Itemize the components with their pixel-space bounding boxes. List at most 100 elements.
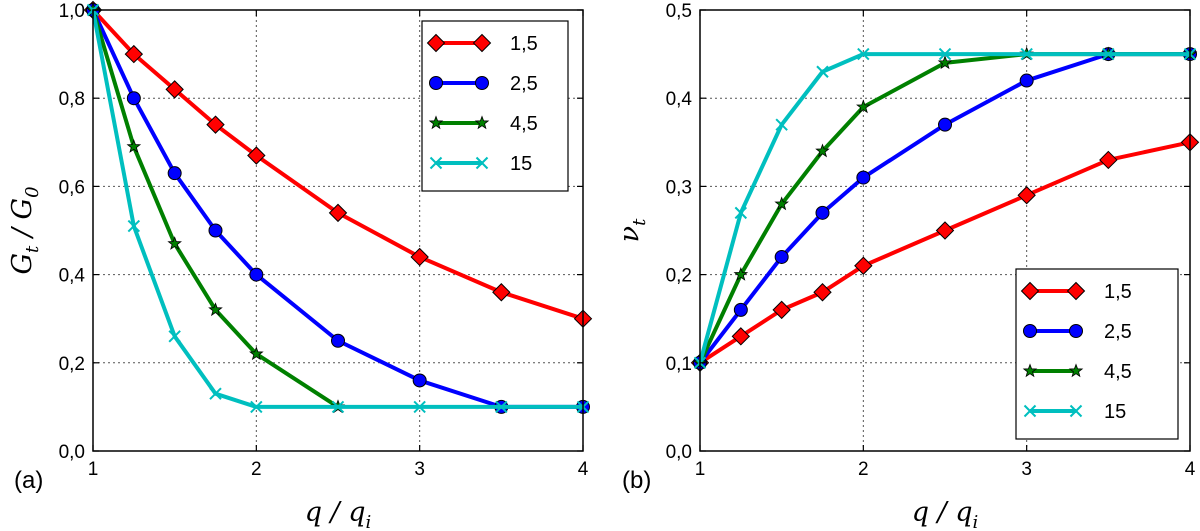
y-tick-label: 1,0: [59, 1, 85, 22]
series-4-5: [85, 2, 346, 414]
data-point: [412, 373, 427, 388]
data-point: [815, 143, 830, 158]
legend-marker: [474, 115, 490, 130]
legend-label: 2,5: [1104, 321, 1132, 343]
y-tick-label: 0,8: [59, 89, 85, 110]
y-tick-label: 0,5: [666, 1, 692, 22]
series-15: [86, 3, 590, 414]
x-axis-label: q / qi: [912, 497, 979, 531]
data-point: [168, 330, 181, 343]
legend-marker: [475, 156, 489, 170]
data-point: [774, 249, 789, 264]
series-line: [91, 9, 340, 409]
data-point: [167, 166, 182, 181]
x-tick-label: 1: [88, 459, 99, 480]
legend: 1,5 2,5 4,5 15: [421, 20, 569, 192]
legend-marker: [428, 115, 444, 130]
y-tick-label: 0,6: [59, 177, 85, 198]
data-point: [1102, 47, 1115, 61]
y-tick-label: 0,2: [59, 354, 85, 375]
data-point: [126, 139, 142, 153]
legend-box: [1015, 268, 1179, 440]
legend-label: 4,5: [1104, 361, 1132, 383]
x-axis-label: q / qi: [305, 497, 372, 531]
data-point: [816, 65, 829, 78]
data-point: [126, 91, 141, 106]
legend-marker: [475, 76, 489, 90]
legend-label: 1,5: [510, 33, 538, 55]
data-point: [734, 206, 748, 220]
data-point: [938, 47, 952, 61]
legend-marker: [1069, 404, 1083, 418]
data-point: [772, 300, 791, 320]
legend-marker: [1023, 324, 1037, 338]
x-tick-label: 4: [578, 459, 589, 480]
legend-marker: [1069, 324, 1083, 338]
data-point: [495, 400, 508, 414]
y-tick-label: 0,3: [666, 177, 692, 198]
x-tick-label: 1: [695, 459, 706, 480]
data-point: [124, 44, 144, 64]
legend-entry: 1,5: [1020, 281, 1132, 303]
legend-label: 2,5: [510, 73, 538, 95]
legend-label: 1,5: [1104, 281, 1132, 303]
data-point: [209, 387, 222, 400]
y-tick-label: 0,0: [59, 442, 85, 463]
data-point: [813, 283, 832, 302]
axis-ticks: 1 2 3 4 0,0 0,2 0,4 0,6 0,8 1,0: [59, 1, 589, 480]
legend-label: 4,5: [510, 113, 538, 135]
axes-frame: [699, 9, 1191, 452]
data-point: [857, 47, 870, 61]
data-point: [854, 256, 873, 275]
x-tick-label: 4: [1185, 459, 1196, 480]
data-point: [856, 170, 871, 185]
legend-marker: [1068, 363, 1084, 378]
legend-box: [421, 20, 569, 192]
data-point: [1099, 150, 1118, 170]
grid-lines: [700, 10, 1190, 451]
legend-marker: [472, 33, 492, 53]
data-point: [328, 203, 348, 223]
legend-marker: [429, 76, 443, 90]
legend-entry: 4,5: [1022, 361, 1132, 383]
x-tick-label: 3: [414, 459, 425, 480]
data-point: [774, 196, 789, 211]
series-1-5: [690, 133, 1200, 373]
legend-entry: 1,5: [426, 33, 538, 55]
axes-frame: [92, 9, 584, 452]
data-point: [1019, 73, 1034, 88]
legend-entry: 15: [429, 153, 532, 175]
data-point: [167, 236, 182, 250]
data-point: [815, 205, 830, 220]
data-point: [938, 117, 952, 132]
legend-marker: [1022, 363, 1038, 378]
chart-panel-b: 1 2 3 4 0,0 0,1 0,2 0,3 0,4 0,5 q / qi νt (b) 1,5 2,5 4…: [614, 1, 1200, 531]
data-point: [208, 223, 223, 238]
data-point: [165, 80, 184, 99]
legend-entry: 4,5: [428, 113, 538, 135]
legend-entry: 2,5: [429, 73, 538, 95]
y-tick-label: 0,4: [666, 89, 693, 110]
legend-entry: 15: [1023, 401, 1126, 423]
y-axis-label: νt: [614, 218, 650, 242]
data-point: [935, 221, 955, 240]
x-tick-label: 2: [251, 459, 262, 480]
y-tick-label: 0,2: [666, 266, 692, 287]
legend-entry: 2,5: [1023, 321, 1132, 343]
chart-panel-a: 1 2 3 4 0,0 0,2 0,4 0,6 0,8 1,0 q / qi Gt / G0 (a) 1,…: [7, 0, 593, 531]
grid-lines: [93, 10, 583, 451]
x-tick-label: 3: [1021, 459, 1032, 480]
data-point: [775, 118, 788, 131]
data-point: [733, 266, 749, 281]
data-point: [206, 115, 225, 134]
y-axis-label: Gt / G0: [7, 186, 43, 274]
y-tick-label: 0,1: [666, 354, 692, 375]
data-point: [331, 400, 345, 414]
axis-ticks: 1 2 3 4 0,0 0,1 0,2 0,3 0,4 0,5: [666, 1, 1196, 480]
legend-marker: [1020, 281, 1040, 301]
data-point: [249, 346, 264, 361]
data-point: [733, 302, 748, 317]
legend-marker: [1023, 404, 1037, 418]
data-point: [410, 247, 429, 267]
